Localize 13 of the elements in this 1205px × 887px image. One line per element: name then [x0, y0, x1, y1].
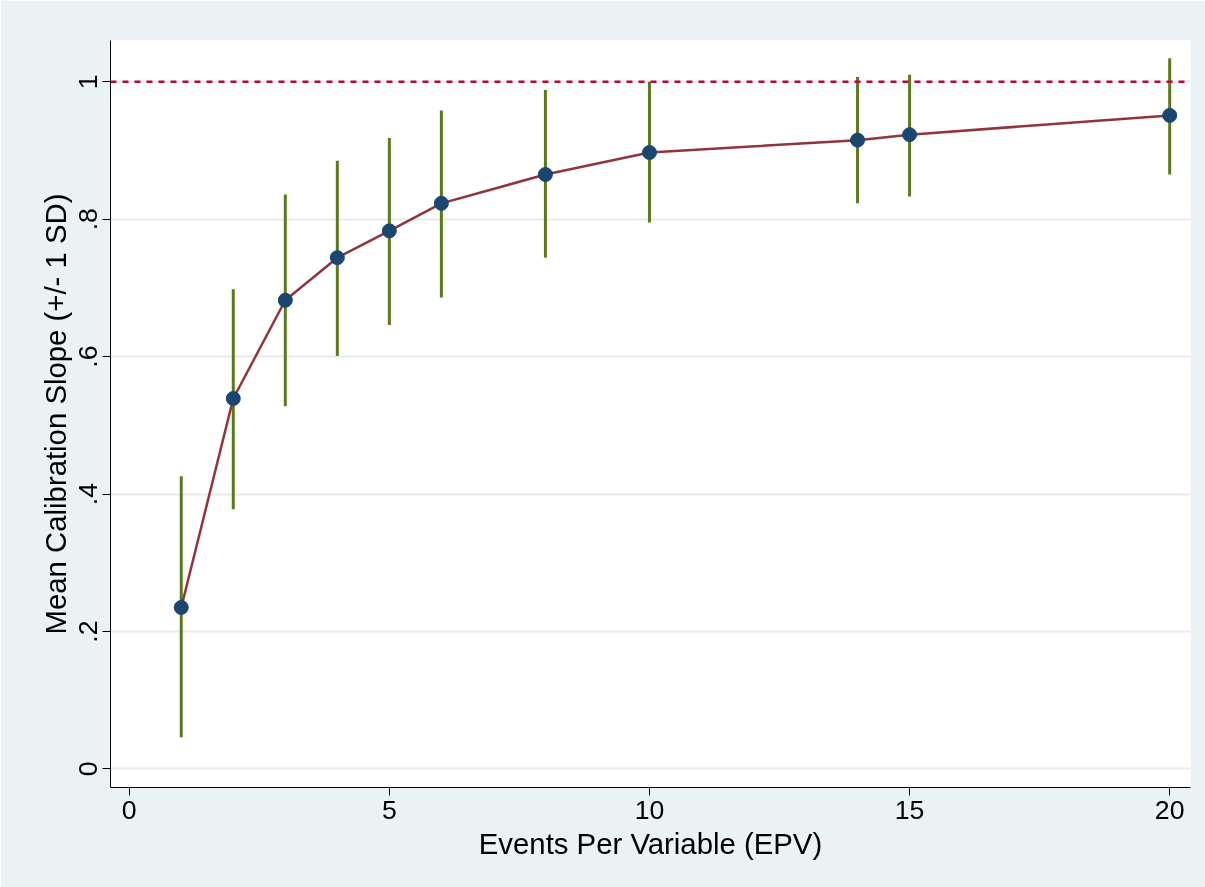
y-tick-label: .8	[73, 208, 104, 231]
x-tick-label: 15	[894, 794, 925, 825]
y-tick-label: .6	[73, 345, 104, 368]
x-tick-label: 20	[1154, 794, 1185, 825]
y-axis-title: Mean Calibration Slope (+/- 1 SD)	[38, 193, 72, 635]
x-tick-label: 0	[121, 794, 137, 825]
x-tick-label: 5	[381, 794, 397, 825]
y-tick-label: .4	[73, 482, 104, 506]
y-tick-label: .2	[73, 620, 104, 643]
x-axis-title: Events Per Variable (EPV)	[478, 826, 823, 860]
y-tick-label: 1	[73, 74, 104, 90]
x-tick-label: 10	[634, 794, 665, 825]
y-tick-label: 0	[73, 761, 104, 777]
